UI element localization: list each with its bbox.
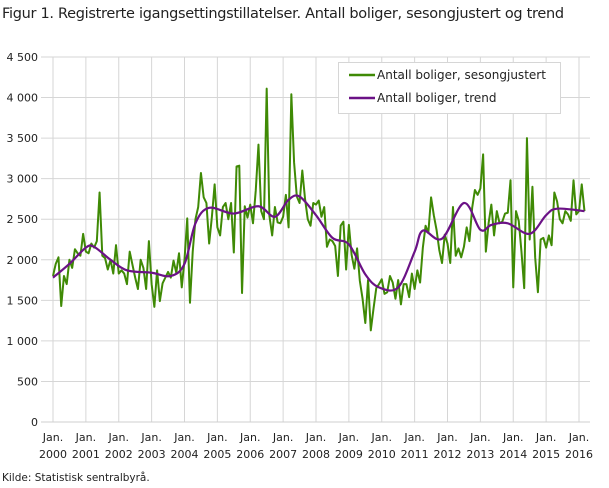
x-tick-label: 2013 [466,448,494,461]
x-tick-label: 2002 [105,448,133,461]
x-tick-label: Jan. [272,431,293,444]
x-tick-label: 2000 [39,448,67,461]
y-tick-label: 4 000 [7,92,39,105]
x-tick-label: 2012 [434,448,462,461]
x-tick-label: 2007 [269,448,297,461]
x-tick-label: 2003 [138,448,166,461]
y-tick-label: 1 000 [7,335,39,348]
x-tick-label: 2010 [368,448,396,461]
legend-label: Antall boliger, trend [377,91,497,105]
series-line-sesongjustert [52,87,586,332]
x-tick-label: 2014 [499,448,527,461]
x-tick-label: Jan. [305,431,326,444]
x-tick-label: 2001 [72,448,100,461]
y-tick-label: 3 000 [7,173,39,186]
y-tick-label: 3 500 [7,132,39,145]
x-tick-label: 2004 [171,448,199,461]
x-tick-label: 2011 [401,448,429,461]
x-tick-label: Jan. [436,431,457,444]
x-tick-label: 2015 [532,448,560,461]
x-tick-label: Jan. [403,431,424,444]
x-tick-label: 2009 [335,448,363,461]
x-tick-label: Jan. [239,431,260,444]
x-tick-label: 2016 [565,448,593,461]
x-tick-label: Jan. [338,431,359,444]
y-tick-label: 2 500 [7,213,39,226]
chart-title: Figur 1. Registrerte igangsettingstillat… [2,6,564,22]
source-note: Kilde: Statistisk sentralbyrå. [2,472,150,484]
y-tick-label: 1 500 [7,294,39,307]
x-tick-label: Jan. [371,431,392,444]
x-tick-label: Jan. [42,431,63,444]
x-tick-label: Jan. [502,431,523,444]
x-tick-label: Jan. [75,431,96,444]
x-tick-label: Jan. [535,431,556,444]
x-tick-label: Jan. [173,431,194,444]
x-tick-label: Jan. [568,431,589,444]
y-tick-label: 2 000 [7,254,39,267]
x-tick-label: 2008 [302,448,330,461]
x-tick-label: Jan. [206,431,227,444]
legend-label: Antall boliger, sesongjustert [377,68,546,82]
x-tick-label: Jan. [108,431,129,444]
legend: Antall boliger, sesongjustert Antall boli… [338,62,561,114]
x-tick-label: Jan. [469,431,490,444]
x-tick-label: 2006 [236,448,264,461]
y-tick-label: 4 500 [7,51,39,64]
x-tick-label: Jan. [140,431,161,444]
legend-box [338,62,561,114]
y-tick-label: 500 [17,375,38,388]
x-tick-label: 2005 [203,448,231,461]
series-line-trend [52,194,585,292]
y-tick-label: 0 [31,416,38,429]
